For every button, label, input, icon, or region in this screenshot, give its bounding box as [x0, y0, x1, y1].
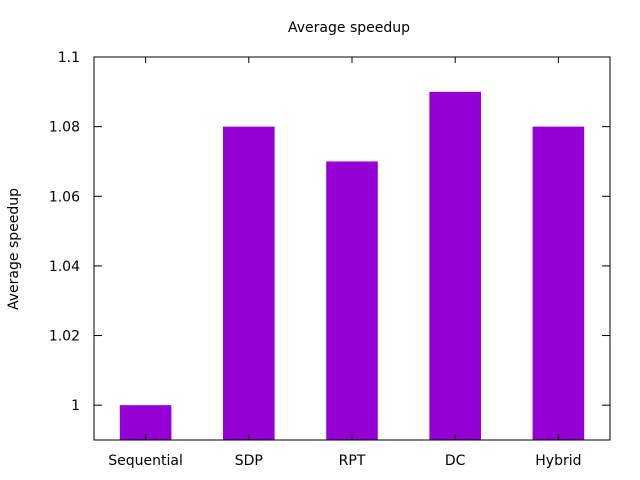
x-tick-label-sequential: Sequential [108, 453, 183, 469]
x-tick-label-hybrid: Hybrid [535, 453, 581, 469]
bars-group [119, 91, 585, 440]
y-tick-label: 1.08 [49, 120, 80, 136]
x-tick-label-sdp: SDP [235, 453, 263, 469]
bar-rpt [326, 161, 378, 440]
y-tick-label: 1.02 [49, 329, 80, 345]
y-tick-label: 1.04 [49, 259, 80, 275]
chart-title: Average speedup [288, 20, 410, 36]
y-tick-label: 1 [71, 398, 80, 414]
y-tick-label: 1.1 [58, 50, 80, 66]
x-tick-label-rpt: RPT [339, 453, 366, 469]
bar-dc [429, 91, 481, 440]
x-tick-label-dc: DC [445, 453, 466, 469]
plot-frame [93, 56, 611, 441]
ticks-group: Sequential SDP RPT DC Hybrid 1 1.02 1.04 1.06 1.0… [49, 50, 610, 469]
bar-hybrid [532, 126, 585, 440]
bar-sdp [223, 126, 275, 440]
y-axis-label: Average speedup [6, 188, 22, 310]
y-tick-label: 1.06 [49, 189, 80, 205]
